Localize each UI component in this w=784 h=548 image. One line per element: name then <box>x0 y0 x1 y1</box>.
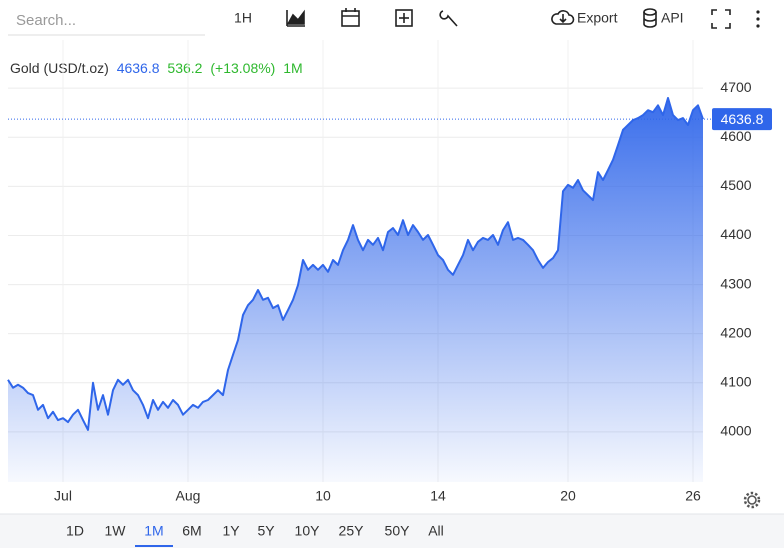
menu-button[interactable] <box>756 10 760 28</box>
legend-title: Gold (USD/t.oz) <box>10 60 109 76</box>
legend-period: 1M <box>283 60 302 76</box>
range-button[interactable]: 1Y <box>222 523 240 539</box>
calendar-button[interactable] <box>341 8 360 27</box>
chart-type-button[interactable] <box>286 9 305 27</box>
y-tick-label: 4100 <box>720 373 751 389</box>
x-tick-label: 20 <box>560 488 576 504</box>
range-bar <box>0 514 784 548</box>
y-tick-label: 4300 <box>720 275 751 291</box>
y-tick-label: 4700 <box>720 79 751 95</box>
x-tick-label: Jul <box>54 488 72 504</box>
legend: Gold (USD/t.oz) 4636.8 536.2 (+13.08%) 1… <box>10 60 303 76</box>
legend-change: 536.2 <box>167 60 202 76</box>
range-button[interactable]: 5Y <box>257 523 275 539</box>
export-label[interactable]: Export <box>577 10 618 26</box>
export-button[interactable]: Export <box>551 10 618 26</box>
x-tick-label: 10 <box>315 488 331 504</box>
last-value-label: 4636.8 <box>721 111 764 127</box>
x-tick-label: 26 <box>685 488 701 504</box>
x-tick-label: Aug <box>176 488 201 504</box>
y-tick-label: 4600 <box>720 128 751 144</box>
area-fill <box>8 98 703 482</box>
range-button[interactable]: 1W <box>105 523 127 539</box>
price-line <box>7 97 704 431</box>
tools-button[interactable] <box>439 10 458 27</box>
y-tick-label: 4500 <box>720 177 751 193</box>
interval-button[interactable]: 1H <box>234 10 252 26</box>
range-button[interactable]: 10Y <box>295 523 321 539</box>
compare-button[interactable] <box>395 9 413 27</box>
legend-change-pct: (+13.08%) <box>210 60 275 76</box>
legend-last-value: 4636.8 <box>117 60 160 76</box>
x-tick-label: 14 <box>430 488 446 504</box>
range-button[interactable]: 50Y <box>385 523 411 539</box>
fullscreen-button[interactable] <box>711 9 731 29</box>
range-button[interactable]: 25Y <box>339 523 365 539</box>
api-button[interactable]: API <box>643 8 684 28</box>
y-tick-label: 4000 <box>720 423 751 439</box>
api-label[interactable]: API <box>661 10 684 26</box>
range-button[interactable]: 1D <box>66 523 84 539</box>
range-button[interactable]: 6M <box>182 523 201 539</box>
y-tick-label: 4400 <box>720 226 751 242</box>
last-value-tag <box>712 108 772 131</box>
search-box[interactable]: Search... <box>16 12 76 29</box>
range-button[interactable]: All <box>428 523 444 539</box>
range-button[interactable]: 1M <box>144 523 163 539</box>
settings-button[interactable] <box>743 491 761 509</box>
plot: 4000 4100 4200 4300 4400 4500 4600 4700 Jul Aug 10… <box>7 40 772 504</box>
y-tick-label: 4200 <box>720 324 751 340</box>
